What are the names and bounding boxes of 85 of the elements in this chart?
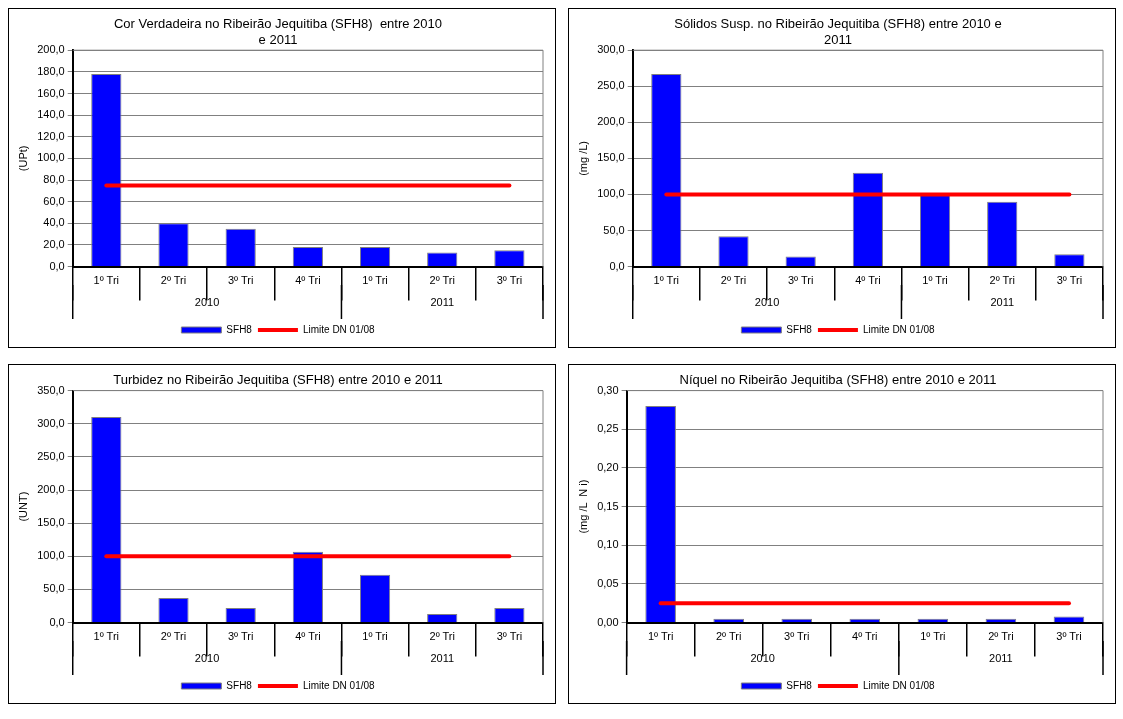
text: 2010 [754,296,780,309]
x-tick-label: 1º Tri [93,274,120,287]
y-tick-label: 50,0 [43,582,65,595]
x-tick-label: 1º Tri [362,630,388,643]
x-tick-label: 3º Tri [496,630,523,643]
x-tick-label: 3º Tri [1056,274,1083,287]
y-tick-label: 120,0 [37,129,65,142]
y-tick-label: 0,0 [49,259,65,272]
y-tick-label: 200,0 [37,43,65,56]
y-tick-label: 50,0 [603,223,625,236]
y-tick-label: 0,15 [597,499,619,512]
y-tick-label: 300,0 [597,43,625,56]
x-tick-label: 2º Tri [429,274,455,287]
x-tick-label: 3º Tri [1056,630,1082,643]
y-tick-label: 350,0 [37,383,65,396]
y-tick-label: 200,0 [37,483,65,496]
legend-label: Limite DN 01/08 [862,679,936,691]
y-tick-label: 150,0 [597,151,625,164]
y-tick-label: 0,30 [597,383,619,396]
x-tick-label: 2º Tri [429,630,455,643]
legend-label: SFH8 [226,679,253,691]
y-tick-label: 100,0 [37,151,65,164]
y-axis-title: (UPt) [16,145,29,172]
x-tick-label: 3º Tri [784,630,810,643]
y-axis-title: (UNT) [16,491,29,522]
legend-label: Limite DN 01/08 [302,323,376,335]
y-tick-label: 140,0 [37,108,65,121]
y-tick-label: 200,0 [597,115,625,128]
y-tick-label: 40,0 [43,216,65,229]
y-axis-title: (mg /L N i) [576,479,589,534]
chart-title: Turbidez no Ribeirão Jequitiba (SFH8) entre 2010 e 2011 [113,372,443,388]
x-tick-label: 2º Tri [720,274,747,287]
x-tick-label: 1º Tri [93,630,120,643]
y-tick-label: 0,05 [597,576,619,589]
legend-label: Limite DN 01/08 [302,679,376,691]
x-tick-label: 3º Tri [227,630,254,643]
y-tick-label: 250,0 [37,449,65,462]
legend-label: SFH8 [786,323,813,335]
x-tick-label: 4º Tri [295,630,321,643]
y-tick-label: 0,00 [597,615,619,628]
x-tick-label: 2º Tri [160,630,187,643]
x-tick-label: 2º Tri [160,274,187,287]
text: 2010 [750,652,775,665]
x-tick-label: 2º Tri [989,274,1015,287]
y-tick-label: 100,0 [37,549,65,562]
y-tick-label: 0,0 [609,259,625,272]
y-tick-label: 250,0 [597,79,625,92]
x-tick-label: 1º Tri [920,630,946,643]
x-tick-label: 3º Tri [787,274,814,287]
legend-label: SFH8 [226,323,253,335]
x-tick-label: 3º Tri [496,274,523,287]
chart-title: Sólidos Susp. no Ribeirão Jequitiba (SFH8) entre 2010 e 2011 [674,16,1002,47]
y-tick-label: 0,10 [597,538,619,551]
chart-title: Níquel no Ribeirão Jequitiba (SFH8) entre 2010 e 2011 [679,372,997,388]
y-axis-title: (mg /L) [576,140,589,176]
chart-title: Cor Verdadeira no Ribeirão Jequitiba (SFH8) entre 2010 e 2011 [113,16,443,47]
x-tick-label: 4º Tri [295,274,321,287]
x-tick-label: 3º Tri [227,274,254,287]
text: 2010 [194,652,220,665]
y-tick-label: 0,25 [597,422,619,435]
x-tick-label: 2º Tri [988,630,1014,643]
x-tick-label: 1º Tri [362,274,388,287]
x-tick-label: 1º Tri [922,274,948,287]
y-tick-label: 0,0 [49,615,65,628]
x-tick-label: 4º Tri [852,630,878,643]
y-tick-label: 300,0 [37,416,65,429]
text: 2011 [990,296,1015,309]
text: 2011 [430,296,455,309]
text: 2011 [430,652,455,665]
y-tick-label: 160,0 [37,86,65,99]
x-tick-label: 1º Tri [647,630,674,643]
y-tick-label: 60,0 [43,194,65,207]
text: 2011 [989,652,1013,665]
y-tick-label: 100,0 [597,187,625,200]
text: 2010 [194,296,220,309]
y-tick-label: 80,0 [43,173,65,186]
x-tick-label: 1º Tri [653,274,680,287]
x-tick-label: 4º Tri [855,274,881,287]
y-tick-label: 0,20 [597,460,619,473]
y-tick-label: 180,0 [37,64,65,77]
x-tick-label: 2º Tri [715,630,742,643]
y-tick-label: 20,0 [43,237,65,250]
legend-label: Limite DN 01/08 [862,323,936,335]
y-tick-label: 150,0 [37,516,65,529]
legend-label: SFH8 [786,679,813,691]
